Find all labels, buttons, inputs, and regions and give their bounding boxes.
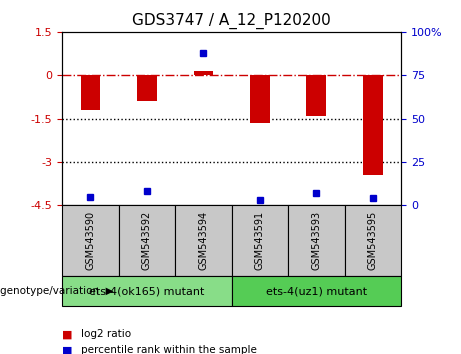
Text: ■: ■ — [62, 329, 73, 339]
Bar — [344, 205, 401, 276]
Bar — [175, 205, 231, 276]
Text: ets-4(uz1) mutant: ets-4(uz1) mutant — [266, 286, 367, 296]
Bar — [194, 71, 213, 75]
Text: log2 ratio: log2 ratio — [81, 329, 131, 339]
Title: GDS3747 / A_12_P120200: GDS3747 / A_12_P120200 — [132, 13, 331, 29]
Bar — [363, 75, 383, 175]
Bar — [231, 205, 288, 276]
Bar — [307, 75, 326, 116]
Text: ets-4(ok165) mutant: ets-4(ok165) mutant — [89, 286, 205, 296]
Text: GSM543593: GSM543593 — [311, 211, 321, 270]
Text: ■: ■ — [62, 345, 73, 354]
Text: GSM543592: GSM543592 — [142, 211, 152, 270]
Text: GSM543590: GSM543590 — [85, 211, 95, 270]
Bar — [288, 205, 344, 276]
Bar — [62, 205, 118, 276]
Bar — [62, 276, 231, 306]
Bar — [250, 75, 270, 123]
Text: percentile rank within the sample: percentile rank within the sample — [81, 345, 257, 354]
Text: GSM543594: GSM543594 — [198, 211, 208, 270]
Bar — [118, 205, 175, 276]
Bar — [231, 276, 401, 306]
Text: genotype/variation  ▶: genotype/variation ▶ — [0, 286, 113, 296]
Bar — [137, 75, 157, 101]
Text: GSM543595: GSM543595 — [368, 211, 378, 270]
Text: GSM543591: GSM543591 — [255, 211, 265, 270]
Bar — [81, 75, 100, 110]
